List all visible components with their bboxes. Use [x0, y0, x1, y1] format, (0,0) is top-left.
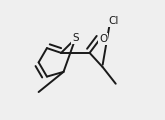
Text: S: S — [72, 33, 79, 43]
Text: O: O — [99, 34, 107, 44]
Text: Cl: Cl — [108, 16, 118, 26]
